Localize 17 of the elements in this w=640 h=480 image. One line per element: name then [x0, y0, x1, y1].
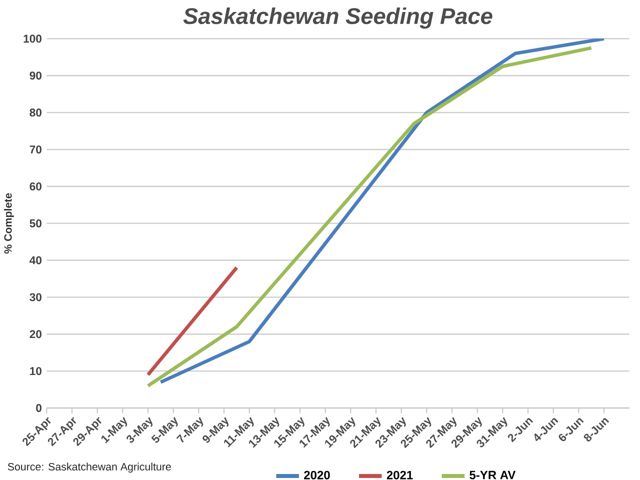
- y-tick-label: 60: [30, 182, 42, 190]
- y-tick-label: 70: [30, 145, 42, 154]
- y-tick-label: 30: [30, 293, 42, 302]
- y-axis-title: % Complete: [4, 193, 14, 254]
- y-tick-label: 20: [30, 330, 42, 338]
- y-tick-label: 40: [30, 256, 42, 264]
- legend-label: 2021: [386, 470, 413, 480]
- y-tick-label: 10: [30, 367, 42, 376]
- y-tick-label: 90: [30, 72, 42, 80]
- legend-label: 2020: [304, 470, 330, 480]
- y-tick-label: 80: [30, 108, 42, 117]
- y-tick-label: 0: [36, 404, 42, 412]
- legend-label: 5-YR AV: [470, 470, 516, 480]
- y-tick-label: 50: [30, 219, 42, 228]
- y-tick-label: 100: [24, 34, 42, 43]
- source-note: Source: Saskatchewan Agriculture: [8, 462, 171, 473]
- chart-title: Saskatchewan Seeding Pace: [183, 8, 492, 29]
